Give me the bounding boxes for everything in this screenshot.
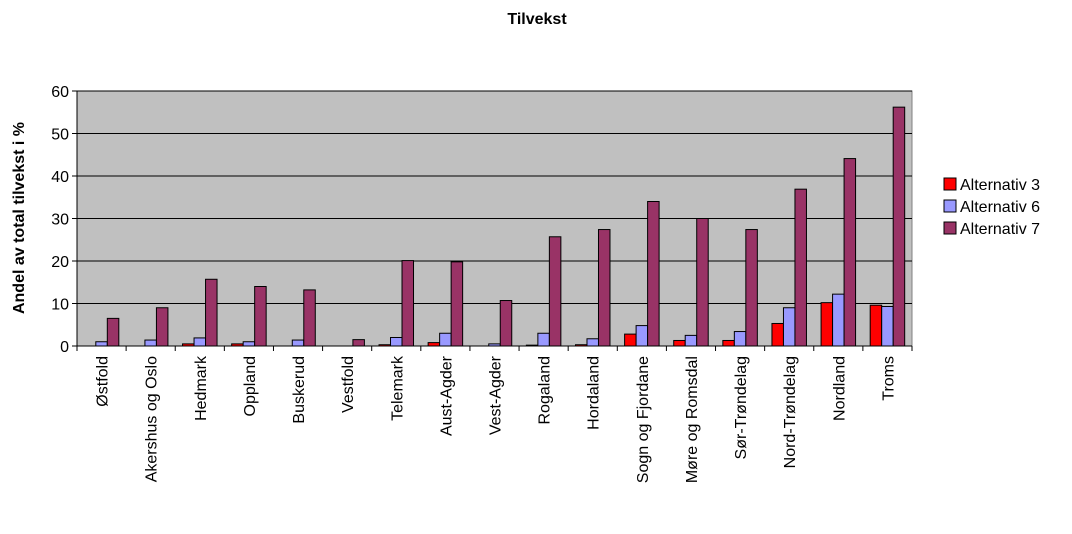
legend-label: Alternativ 3 (960, 177, 1040, 194)
bar-alternativ-6 (881, 305, 894, 347)
bar-alternativ-3 (869, 304, 883, 347)
bar-alternativ-3 (624, 333, 637, 347)
x-tick-label: Akershus og Oslo (144, 356, 161, 482)
bar-alternativ-7 (106, 317, 120, 347)
legend-label: Alternativ 6 (960, 199, 1040, 216)
x-tick-label: Nord-Trøndelag (782, 356, 799, 468)
x-tick-label: Telemark (389, 355, 406, 421)
bar-alternativ-6 (390, 337, 403, 347)
y-tick-label: 60 (51, 84, 69, 101)
y-axis: 0 10 20 30 40 50 60 (51, 84, 78, 356)
y-tick-label: 50 (51, 127, 69, 144)
bar-alternativ-7 (696, 218, 709, 347)
legend-swatch (943, 177, 957, 191)
bar-alternativ-6 (782, 307, 796, 347)
bar-alternativ-7 (843, 158, 857, 347)
y-tick-label: 0 (60, 339, 69, 356)
bar-alternativ-6 (832, 293, 845, 347)
y-tick-label: 30 (51, 212, 69, 229)
bar-alternativ-6 (537, 332, 550, 347)
x-tick-label: Troms (880, 356, 897, 401)
bar-alternativ-6 (242, 341, 256, 347)
x-tick-label: Vest-Agder (488, 355, 505, 435)
legend-swatch (943, 199, 957, 213)
bar-alternativ-6 (733, 331, 747, 347)
bar-alternativ-3 (673, 339, 686, 347)
bar-alternativ-7 (352, 339, 365, 347)
bars (95, 106, 906, 347)
bar-alternativ-6 (291, 339, 305, 347)
x-tick-label: Nordland (831, 356, 848, 421)
legend-label: Alternativ 7 (960, 221, 1040, 238)
legend-swatch (943, 221, 957, 235)
x-tick-label: Sogn og Fjordane (635, 356, 652, 483)
bar-alternativ-6 (95, 341, 108, 347)
bar-alternativ-7 (892, 106, 906, 347)
bar-alternativ-6 (586, 338, 599, 347)
legend: Alternativ 3 Alternativ 6 Alternativ 7 (943, 177, 1040, 238)
bar-alternativ-7 (205, 278, 218, 347)
y-tick-label: 40 (51, 169, 69, 186)
x-tick-label: Sør-Trøndelag (733, 356, 750, 459)
bar-alternativ-3 (722, 339, 735, 347)
chart-title: Tilvekst (507, 11, 567, 28)
x-tick-label: Hordaland (586, 356, 603, 430)
bar-alternativ-6 (684, 334, 698, 347)
y-tick-label: 20 (51, 254, 69, 271)
bar-alternativ-7 (254, 286, 267, 347)
bar-alternativ-6 (193, 337, 207, 347)
bar-alternativ-3 (820, 302, 834, 347)
x-axis: Østfold Akershus og Oslo Hedmark Oppland Bus… (76, 345, 913, 483)
x-tick-label: Oppland (242, 356, 259, 417)
bar-alternativ-7 (303, 289, 316, 347)
x-tick-label: Rogaland (537, 356, 554, 425)
x-tick-label: Hedmark (193, 355, 210, 421)
x-tick-label: Vestfold (340, 356, 357, 413)
bar-alternativ-7 (548, 236, 562, 347)
bar-alternativ-7 (745, 229, 758, 347)
x-tick-label: Østfold (95, 356, 112, 407)
bar-alternativ-3 (427, 342, 441, 347)
bar-alternativ-6 (439, 332, 452, 347)
bar-alternativ-7 (401, 260, 415, 347)
bar-alternativ-6 (144, 339, 157, 347)
bar-alternativ-7 (794, 188, 807, 347)
bar-alternativ-7 (647, 201, 660, 347)
x-tick-label: Møre og Romsdal (684, 356, 701, 483)
y-tick-label: 10 (51, 297, 69, 314)
bar-alternativ-3 (771, 322, 784, 347)
x-tick-label: Aust-Agder (438, 355, 455, 436)
bar-alternativ-7 (155, 307, 169, 347)
bar-alternativ-7 (499, 300, 513, 347)
y-axis-label: Andel av total tilvekst i % (11, 122, 28, 314)
bar-alternativ-7 (597, 229, 611, 347)
x-tick-label: Buskerud (291, 356, 308, 424)
bar-alternativ-6 (635, 325, 649, 347)
bar-alternativ-7 (450, 261, 464, 347)
